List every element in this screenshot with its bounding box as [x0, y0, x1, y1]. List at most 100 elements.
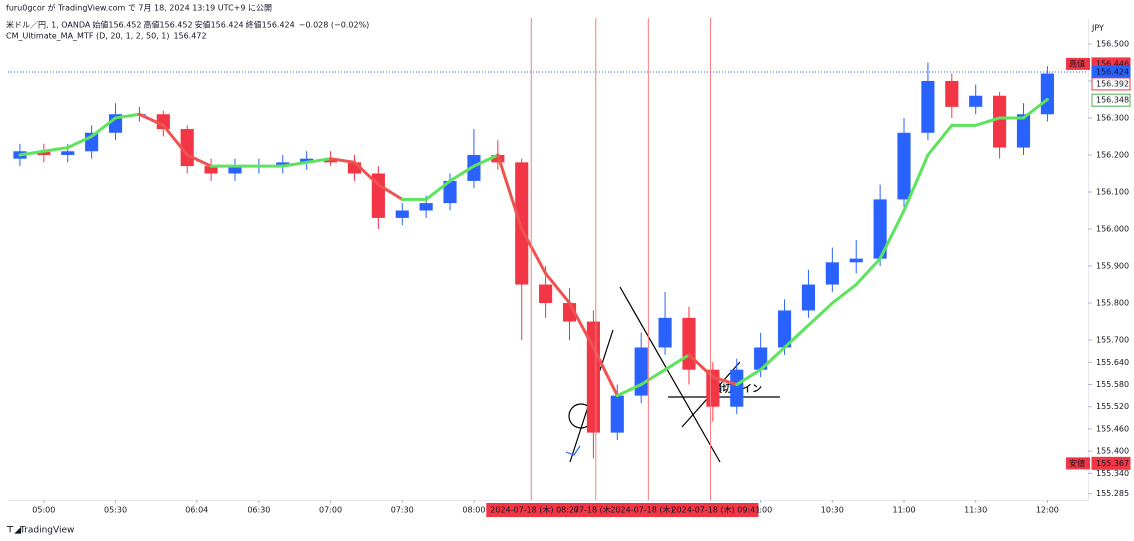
ma-line — [114, 112, 141, 120]
price-tag-value: 156.446 — [1096, 59, 1129, 68]
y-tick-label: 155.800 — [1096, 299, 1129, 308]
x-tick-label: 12:00 — [1036, 506, 1059, 515]
ohlc-label: 安値 — [195, 20, 211, 30]
y-tick-label: 155.520 — [1096, 402, 1129, 411]
candle-body — [873, 199, 887, 259]
ma-line — [615, 382, 643, 398]
ma-line — [305, 157, 333, 164]
x-tick-label: 05:30 — [104, 506, 127, 515]
x-tick-label: 05:00 — [32, 506, 55, 515]
axis-border — [8, 500, 1088, 501]
ma-line — [329, 157, 356, 164]
candle-body — [777, 310, 792, 348]
footer-logo: TradingView — [19, 526, 74, 536]
marker-label-bg — [486, 503, 759, 517]
price-tag-label: 安値 — [1069, 458, 1085, 468]
footer-logo-icon: ⊤◢ — [6, 526, 21, 536]
candle-body — [849, 258, 863, 263]
ma-line — [759, 345, 787, 372]
candle-body — [921, 80, 935, 133]
marker-label: 2024-07-18 (木) — [610, 505, 673, 515]
candle-body — [61, 151, 75, 155]
candle-body — [300, 158, 314, 163]
marker-label: 2024-07-18 (木) 08:27 — [490, 505, 579, 515]
ma-line — [281, 160, 309, 168]
ma-line — [352, 160, 380, 187]
candle-body — [515, 162, 529, 285]
x-tick-label: 06:04 — [185, 506, 208, 515]
candle-body — [754, 347, 768, 370]
ma-line — [90, 116, 118, 138]
candle-body — [945, 80, 959, 107]
candle-body — [443, 180, 457, 204]
price-tag-label: 高値 — [1069, 58, 1085, 68]
candle-body — [371, 173, 385, 218]
ma-line — [711, 375, 739, 386]
candle-body — [658, 317, 672, 348]
marker-label: 2024-07-18 (木) 09:41 — [671, 505, 760, 515]
x-tick-label: 06:30 — [247, 506, 270, 515]
ma-line — [137, 112, 165, 127]
candle-body — [825, 262, 839, 285]
symbol: 米ドル／円, 1, OANDA — [6, 20, 91, 30]
price-tag-value: 156.392 — [1096, 79, 1129, 88]
currency: JPY — [1091, 24, 1104, 33]
ohlc-value: 156.452 — [108, 21, 141, 30]
price-tag — [1091, 456, 1131, 470]
x-tick-label: 07:00 — [319, 506, 342, 515]
y-tick-label: 156.100 — [1096, 187, 1129, 196]
price-tag-value: 156.348 — [1096, 96, 1129, 105]
ma-line — [1021, 97, 1049, 120]
ma-line — [687, 353, 715, 379]
candle-body — [467, 154, 481, 181]
ma-line — [424, 179, 452, 201]
y-tick-label: 156.200 — [1096, 150, 1129, 159]
candle-body — [204, 166, 218, 174]
ohlc-label: 始値 — [92, 20, 108, 30]
ohlc-label: 終値 — [246, 20, 262, 30]
price-tag — [1091, 77, 1131, 91]
y-tick-label: 156.000 — [1096, 225, 1129, 234]
price-tag-value: 155.367 — [1096, 459, 1129, 468]
y-tick-label: 155.285 — [1096, 489, 1129, 498]
candle-body — [993, 95, 1007, 148]
publisher: furu0gcor が TradingView.com で 7月 18, 202… — [6, 3, 272, 13]
candle-body — [634, 347, 648, 396]
candle-body — [730, 369, 744, 407]
candle-body — [610, 395, 624, 433]
ma-line — [735, 368, 763, 386]
candle-body — [539, 284, 553, 304]
candle-body — [37, 151, 51, 155]
candle-body — [228, 166, 242, 174]
ma-line — [161, 123, 189, 157]
ma-line — [496, 153, 524, 231]
candle-body — [897, 132, 911, 200]
price-tag-label-bg — [1066, 57, 1090, 70]
ma-line — [663, 353, 691, 372]
candle-body — [682, 317, 696, 370]
ma-line — [854, 257, 882, 287]
candle-body — [347, 162, 362, 174]
ohlc-label: 高値 — [143, 20, 159, 30]
ma-line — [185, 153, 213, 168]
x-tick-label: 11:30 — [964, 506, 987, 515]
candle-body — [323, 158, 338, 163]
ma-line — [591, 345, 619, 398]
ma-line — [806, 301, 834, 327]
price-tag-label-bg — [1066, 457, 1090, 470]
trend-line — [565, 445, 581, 456]
x-tick-label: 08:00 — [462, 506, 485, 515]
ma-line — [376, 183, 404, 201]
y-tick-label: 156.300 — [1096, 113, 1129, 122]
ma-line — [18, 149, 46, 157]
y-tick-label: 156.500 — [1096, 39, 1129, 48]
indicator-value: 156.472 — [173, 32, 206, 41]
candle-body — [1040, 73, 1054, 115]
ma-line — [926, 123, 954, 157]
candle-body — [801, 284, 816, 311]
y-tick-label: 155.900 — [1096, 262, 1129, 271]
ma-line — [902, 153, 930, 213]
candle-body — [276, 162, 290, 167]
y-tick-label: 155.460 — [1096, 424, 1129, 433]
